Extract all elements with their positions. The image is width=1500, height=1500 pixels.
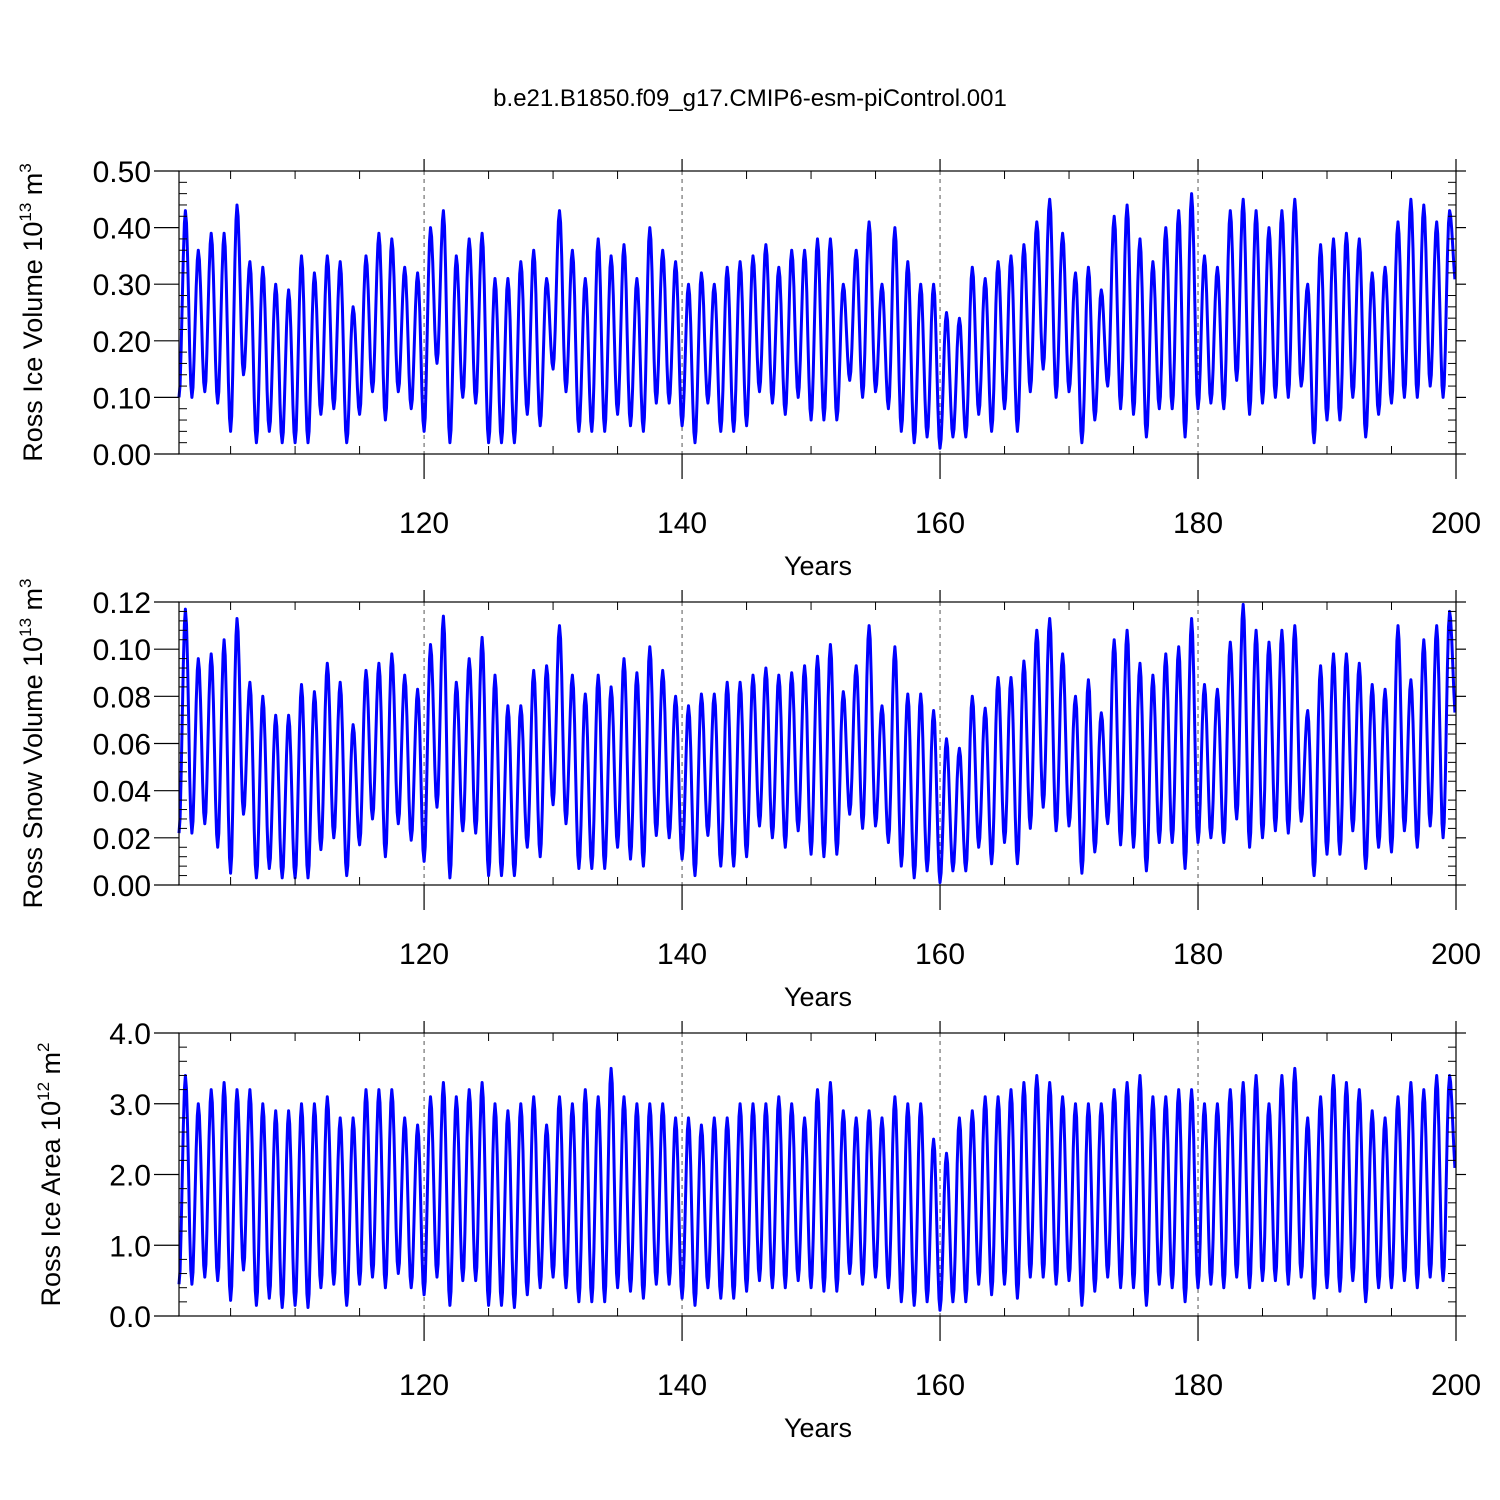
ice-area-panel: 0.0 1.0 2.0 3.0 4.0 120 140 160 180 200 Years Ross … — [34, 1018, 1481, 1443]
y-tick-label: 0.40 — [93, 213, 151, 246]
x-axis-label: Years — [784, 1413, 852, 1443]
y-tick-label: 0.04 — [93, 776, 151, 809]
x-tick-label: 140 — [657, 507, 707, 540]
y-tick-label: 0.10 — [93, 382, 151, 415]
y-tick-label: 0.0 — [109, 1301, 151, 1334]
y-tick-label: 0.02 — [93, 823, 151, 856]
y-tick-label: 0.08 — [93, 681, 151, 714]
y-axis-label: Ross Ice Area 1012 m2 — [34, 1042, 66, 1306]
x-tick-label: 120 — [399, 507, 449, 540]
x-tick-label: 140 — [657, 1369, 707, 1402]
x-tick-label: 180 — [1173, 938, 1223, 971]
x-tick-label: 200 — [1431, 938, 1481, 971]
x-tick-label: 120 — [399, 1369, 449, 1402]
y-axis-label: Ross Ice Volume 1013 m3 — [16, 163, 48, 462]
x-axis-label: Years — [784, 982, 852, 1012]
series-line — [177, 602, 1457, 885]
x-tick-label: 160 — [915, 507, 965, 540]
x-tick-label: 140 — [657, 938, 707, 971]
y-tick-label: 0.20 — [93, 326, 151, 359]
series-line — [177, 1066, 1457, 1312]
y-tick-label: 0.00 — [93, 870, 151, 903]
x-tick-label: 160 — [915, 1369, 965, 1402]
y-tick-label: 1.0 — [109, 1230, 151, 1263]
y-tick-label: 0.10 — [93, 634, 151, 667]
y-tick-label: 0.30 — [93, 269, 151, 302]
x-tick-label: 120 — [399, 938, 449, 971]
x-axis-label: Years — [784, 551, 852, 581]
ice-volume-panel: 0.00 0.10 0.20 0.30 0.40 0.50 120 140 160 180 200 Y… — [16, 156, 1481, 581]
y-tick-label: 0.12 — [93, 587, 151, 620]
y-tick-label: 2.0 — [109, 1160, 151, 1193]
x-tick-label: 200 — [1431, 507, 1481, 540]
series-line — [177, 192, 1457, 450]
x-tick-label: 180 — [1173, 507, 1223, 540]
y-tick-label: 0.06 — [93, 729, 151, 762]
figure-title: b.e21.B1850.f09_g17.CMIP6-esm-piControl.… — [493, 85, 1007, 112]
plot-frame — [178, 170, 1457, 455]
y-tick-label: 3.0 — [109, 1089, 151, 1122]
snow-volume-panel: 0.00 0.02 0.04 0.06 0.08 0.10 0.12 120 140 160 180… — [16, 578, 1481, 1012]
y-tick-label: 0.00 — [93, 439, 151, 472]
x-tick-label: 200 — [1431, 1369, 1481, 1402]
x-tick-label: 160 — [915, 938, 965, 971]
y-tick-label: 4.0 — [109, 1018, 151, 1051]
y-axis-label: Ross Snow Volume 1013 m3 — [16, 578, 48, 908]
x-tick-label: 180 — [1173, 1369, 1223, 1402]
y-tick-label: 0.50 — [93, 156, 151, 189]
